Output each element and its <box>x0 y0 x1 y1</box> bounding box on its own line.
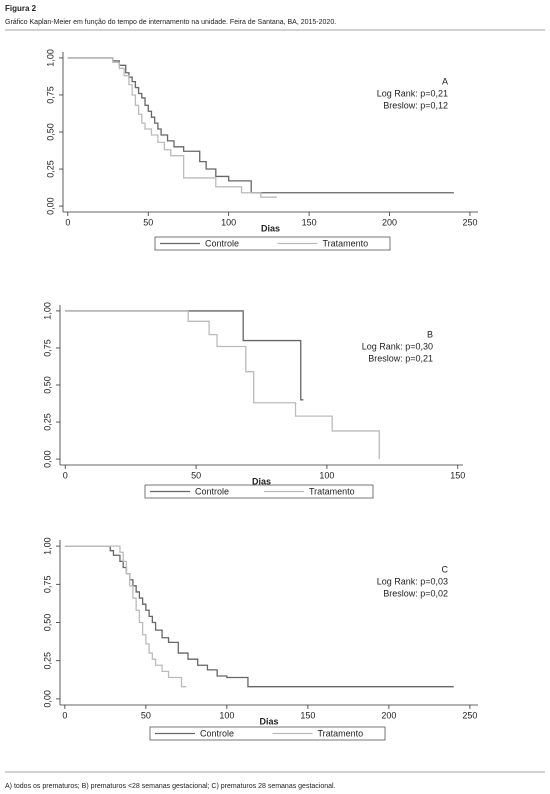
x-axis-label: Dias <box>259 716 278 726</box>
footnote: A) todos os prematuros; B) prematuros <2… <box>5 783 336 790</box>
annotation: Breslow: p=0,21 <box>368 353 433 363</box>
y-tick-label: 1,00 <box>42 302 52 320</box>
x-axis-label: Dias <box>261 223 280 233</box>
annotation: Breslow: p=0,12 <box>383 100 448 110</box>
y-tick-label: 0,50 <box>45 123 55 141</box>
survival-curve <box>64 545 454 688</box>
survival-curve <box>67 57 454 194</box>
figure-caption: Gráfico Kaplan-Meier em função do tempo … <box>5 19 336 26</box>
annotation: Breslow: p=0,02 <box>383 588 448 598</box>
survival-curve <box>67 57 277 198</box>
x-axis-label: Dias <box>252 476 271 486</box>
annotation: Log Rank: p=0,21 <box>377 88 448 98</box>
x-tick-label: 50 <box>143 217 153 227</box>
annotation: A <box>442 76 448 86</box>
survival-curve <box>65 310 304 401</box>
legend-label: Controle <box>195 486 229 496</box>
x-tick-label: 150 <box>302 217 317 227</box>
survival-curve <box>64 545 187 688</box>
y-tick-label: 0,25 <box>42 652 52 670</box>
annotation: B <box>427 329 433 339</box>
x-tick-label: 0 <box>63 470 68 480</box>
legend-box <box>154 236 391 251</box>
y-tick-label: 0,50 <box>42 614 52 632</box>
x-tick-label: 0 <box>65 217 70 227</box>
y-tick-label: 0,00 <box>42 450 52 468</box>
x-tick-label: 200 <box>382 217 397 227</box>
y-tick-label: 0,00 <box>45 197 55 215</box>
legend-label: Controle <box>205 238 239 248</box>
x-tick-label: 200 <box>381 710 396 720</box>
legend-label: Tratamento <box>318 728 364 738</box>
y-tick-label: 0,00 <box>42 690 52 708</box>
y-tick-label: 0,75 <box>42 576 52 594</box>
survival-curve <box>65 310 380 460</box>
legend-label: Tratamento <box>323 238 369 248</box>
y-tick-label: 1,00 <box>42 537 52 555</box>
x-tick-label: 100 <box>221 217 236 227</box>
x-tick-label: 50 <box>141 710 151 720</box>
x-tick-label: 250 <box>462 217 477 227</box>
annotation: Log Rank: p=0,30 <box>362 341 433 351</box>
annotation: C <box>442 564 449 574</box>
y-tick-label: 0,75 <box>42 339 52 357</box>
legend-box <box>149 726 386 741</box>
figure-label: Figura 2 <box>5 4 37 13</box>
y-tick-label: 0,50 <box>42 376 52 394</box>
legend-label: Controle <box>200 728 234 738</box>
legend-label: Tratamento <box>309 486 355 496</box>
y-tick-label: 0,25 <box>42 413 52 431</box>
y-tick-label: 1,00 <box>45 49 55 67</box>
legend-box <box>144 484 374 499</box>
x-tick-label: 250 <box>462 710 477 720</box>
x-tick-label: 150 <box>300 710 315 720</box>
x-tick-label: 150 <box>450 470 465 480</box>
y-tick-label: 0,75 <box>45 86 55 104</box>
annotation: Log Rank: p=0,03 <box>377 576 448 586</box>
y-tick-label: 0,25 <box>45 160 55 178</box>
x-tick-label: 50 <box>191 470 201 480</box>
x-tick-label: 100 <box>319 470 334 480</box>
x-tick-label: 0 <box>62 710 67 720</box>
x-tick-label: 100 <box>219 710 234 720</box>
